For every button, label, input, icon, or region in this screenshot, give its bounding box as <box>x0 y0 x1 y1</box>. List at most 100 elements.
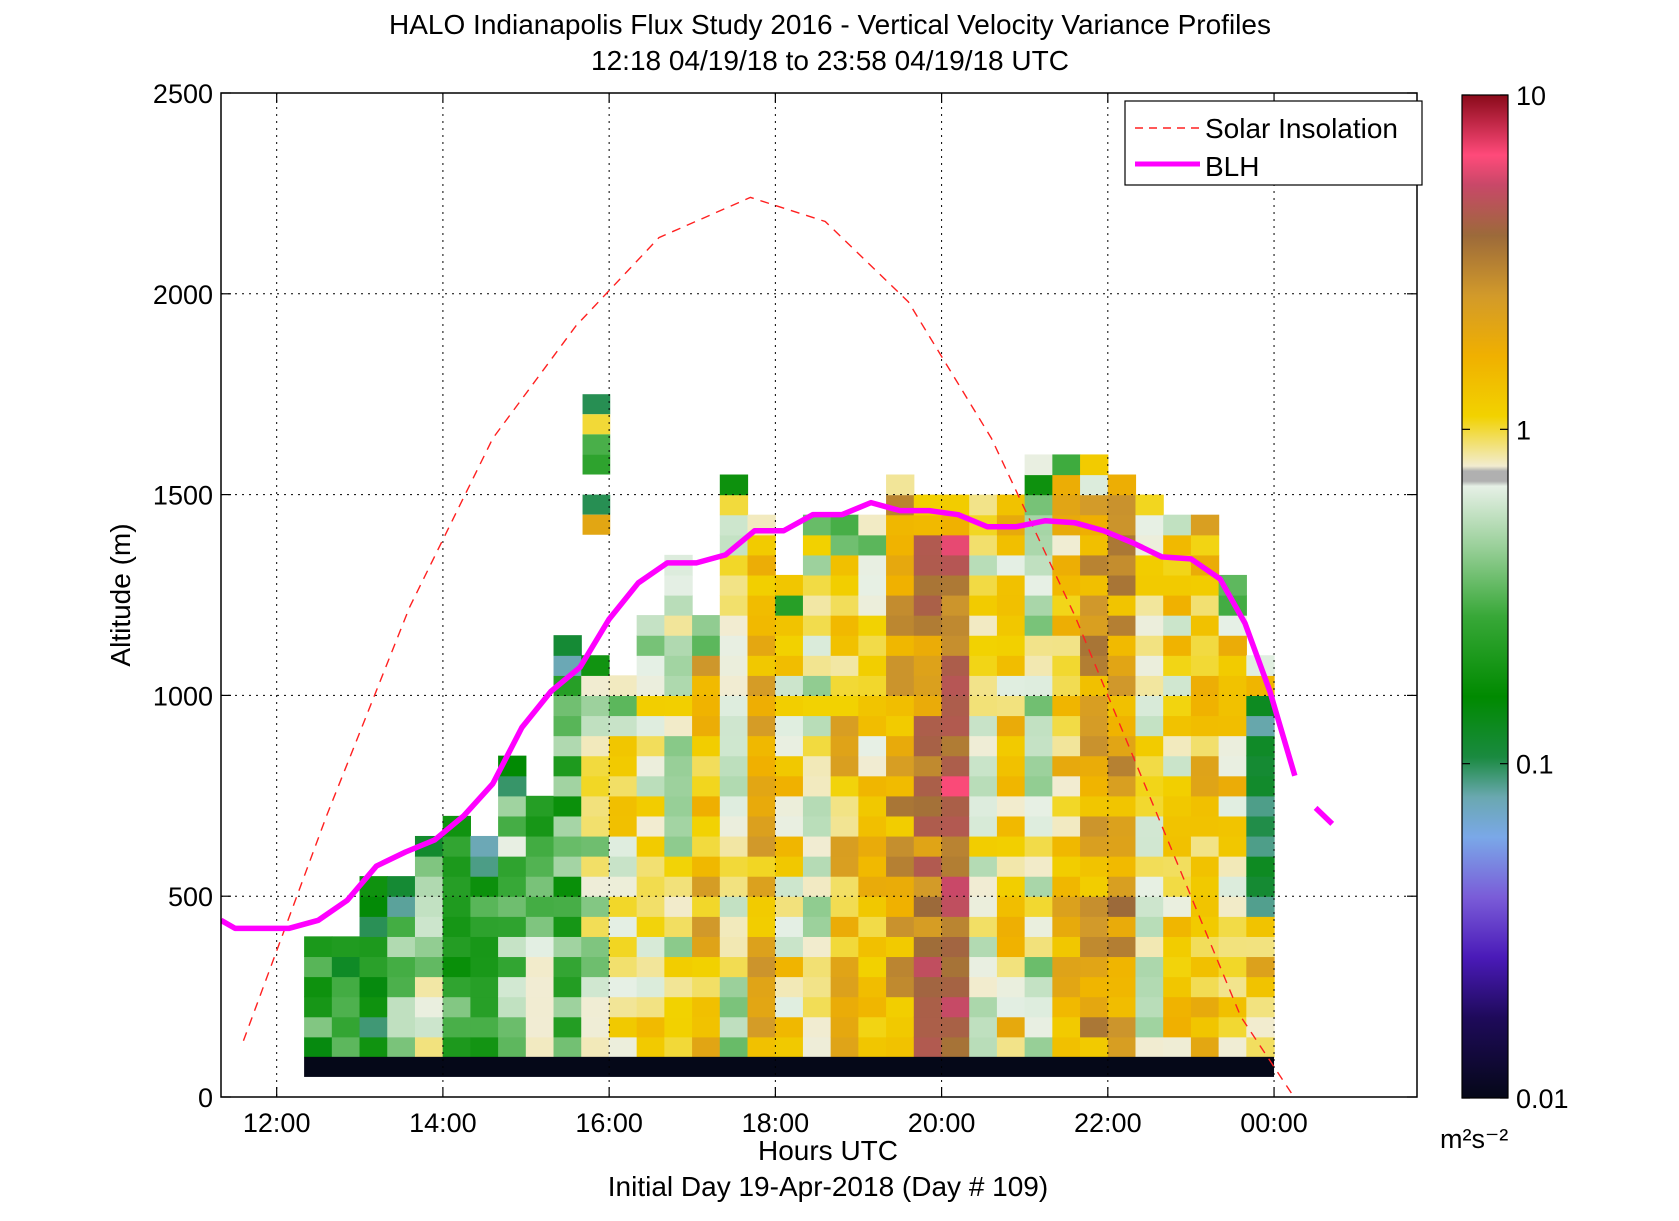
heatmap-cell <box>1052 715 1081 737</box>
heatmap-cell <box>304 1036 333 1058</box>
heatmap-cell <box>913 635 943 656</box>
heatmap-cell <box>719 695 749 717</box>
heatmap-cell <box>414 956 444 978</box>
heatmap-cell <box>692 675 721 696</box>
x-tick-label: 20:00 <box>908 1108 976 1138</box>
heatmap-cell <box>802 534 832 556</box>
heatmap-cell <box>442 956 471 978</box>
heatmap-cell <box>608 976 638 998</box>
heatmap-cell <box>1218 856 1247 877</box>
heatmap-cell <box>996 715 1026 737</box>
heatmap-cell <box>1190 655 1220 676</box>
heatmap-cell <box>1135 675 1164 696</box>
heatmap-cell <box>886 574 915 596</box>
heatmap-cell <box>581 956 610 978</box>
heatmap-cell <box>1246 896 1275 917</box>
heatmap-cell <box>1218 695 1247 717</box>
heatmap-cell <box>996 976 1026 998</box>
heatmap-cell <box>747 715 776 737</box>
heatmap-cell <box>1080 1036 1109 1058</box>
heatmap-cell <box>941 735 970 757</box>
heatmap-cell <box>1107 695 1137 717</box>
heatmap-cell <box>1080 835 1109 857</box>
heatmap-cell <box>553 775 582 797</box>
heatmap-cell <box>1218 755 1247 777</box>
heatmap-cell <box>692 755 721 777</box>
heatmap-cell <box>969 655 998 676</box>
heatmap-cell <box>886 534 915 556</box>
heatmap-cell <box>1163 595 1192 616</box>
heatmap-cell <box>913 695 943 717</box>
heatmap-cell <box>996 835 1026 857</box>
heatmap-cell <box>692 936 721 958</box>
heatmap-cell <box>1107 474 1137 496</box>
heatmap-cell <box>1135 856 1164 877</box>
heatmap-cell <box>1218 635 1247 656</box>
heatmap-cell <box>1080 996 1109 1018</box>
heatmap-cell <box>1107 755 1137 777</box>
heatmap-cell <box>1190 856 1220 877</box>
heatmap-cell <box>886 695 915 717</box>
heatmap-cell <box>1024 775 1053 797</box>
heatmap-cell <box>1024 1036 1053 1058</box>
heatmap-cell <box>387 936 416 958</box>
heatmap-cell <box>830 916 859 937</box>
heatmap-cell <box>1163 675 1192 696</box>
heatmap-cell <box>1107 815 1137 837</box>
heatmap-cell <box>1218 615 1247 636</box>
heatmap-cell <box>692 1036 721 1058</box>
heatmap-cell <box>1080 775 1109 797</box>
heatmap-cell <box>1135 775 1164 797</box>
heatmap-cell <box>969 574 998 596</box>
heatmap-cell <box>1024 715 1053 737</box>
heatmap-cell <box>747 615 776 636</box>
heatmap-cell <box>775 675 804 696</box>
heatmap-cell <box>664 815 693 837</box>
heatmap-cell <box>470 956 499 978</box>
heatmap-cell <box>553 735 582 757</box>
heatmap-cell <box>1024 494 1053 516</box>
heatmap-cell <box>969 856 998 877</box>
heatmap-cell <box>886 916 915 937</box>
heatmap-cell <box>830 856 859 877</box>
heatmap-cell <box>802 1016 832 1038</box>
legend-box <box>1124 100 1423 186</box>
heatmap-cell <box>775 876 804 897</box>
heatmap-cell <box>775 615 804 636</box>
heatmap-cell <box>359 1016 388 1038</box>
heatmap-cell <box>996 735 1026 757</box>
heatmap-cell <box>941 695 970 717</box>
heatmap-cell <box>802 655 832 676</box>
heatmap-cell <box>1218 655 1247 676</box>
heatmap-cell <box>747 655 776 676</box>
heatmap-cell <box>525 916 555 937</box>
heatmap-cell <box>913 936 943 958</box>
heatmap-cell <box>553 635 582 656</box>
heatmap-cell <box>1246 755 1275 777</box>
heatmap-cell <box>1080 615 1109 636</box>
heatmap-cell <box>608 956 638 978</box>
heatmap-cell <box>470 856 499 877</box>
heatmap-cell <box>692 775 721 797</box>
heatmap-cell <box>775 595 804 616</box>
heatmap-cell <box>1218 956 1247 978</box>
heatmap-cell <box>1052 615 1081 636</box>
heatmap-cell <box>1024 534 1053 556</box>
heatmap-cell <box>886 976 915 998</box>
heatmap-cell <box>1246 916 1275 937</box>
heatmap-cell <box>525 956 555 978</box>
heatmap-cell <box>1246 815 1275 837</box>
heatmap-cell <box>1190 695 1220 717</box>
heatmap-cell <box>692 695 721 717</box>
heatmap-cell <box>913 916 943 937</box>
heatmap-cell <box>664 715 693 737</box>
heatmap-cell <box>498 996 527 1018</box>
heatmap-cell <box>802 595 832 616</box>
heatmap-cell <box>582 454 611 475</box>
heatmap-cell <box>498 936 527 958</box>
heatmap-cell <box>1107 635 1137 656</box>
heatmap-cell <box>941 574 970 596</box>
heatmap-cell <box>1080 454 1109 476</box>
heatmap-cell <box>692 1016 721 1038</box>
heatmap-cell <box>359 916 388 937</box>
